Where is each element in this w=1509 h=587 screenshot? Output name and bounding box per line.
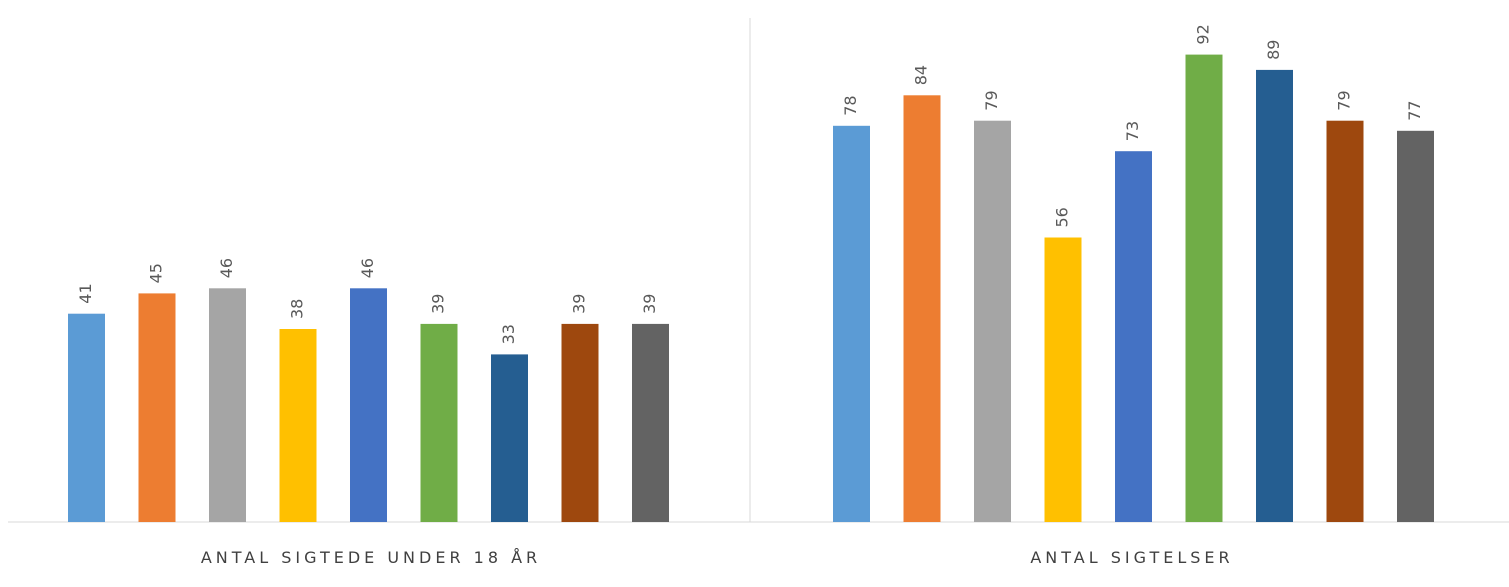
bar-g2-8 (1326, 120, 1364, 522)
bar-g1-8 (561, 323, 599, 522)
bar-g2-5 (1115, 151, 1152, 522)
value-label-g1-3: 46 (217, 258, 236, 278)
value-label-g2-6: 92 (1194, 24, 1213, 44)
bar-g1-7 (491, 354, 528, 522)
bar-g2-2 (903, 95, 941, 523)
value-label-g1-8: 39 (570, 294, 589, 314)
category-label-2: ANTAL SIGTELSER (1030, 548, 1233, 567)
category-labels-layer: ANTAL SIGTEDE UNDER 18 ÅR ANTAL SIGTELSER (201, 548, 1233, 567)
bar-g1-4 (279, 329, 317, 522)
value-label-g2-5: 73 (1123, 121, 1142, 141)
bar-g1-9 (632, 323, 669, 522)
bars-layer (68, 54, 1434, 523)
bar-g1-5 (350, 288, 387, 522)
value-label-g1-9: 39 (640, 294, 659, 314)
value-label-g2-7: 89 (1264, 40, 1283, 60)
value-label-g1-5: 46 (358, 258, 377, 278)
bar-g1-1 (68, 313, 105, 522)
bar-g2-6 (1185, 54, 1223, 522)
value-label-g2-4: 56 (1053, 207, 1072, 227)
value-labels-layer: 41 45 46 38 46 39 33 39 39 78 84 79 56 73 92 89 79 77 (76, 24, 1424, 344)
bar-g1-6 (420, 323, 458, 522)
value-label-g2-3: 79 (982, 90, 1001, 110)
value-label-g2-2: 84 (912, 65, 931, 85)
value-label-g2-9: 77 (1405, 100, 1424, 120)
value-label-g1-4: 38 (288, 299, 307, 319)
bar-g2-7 (1256, 69, 1293, 523)
bar-g1-2 (138, 293, 176, 522)
bar-g2-3 (974, 120, 1011, 522)
value-label-g1-1: 41 (76, 283, 95, 303)
bar-g2-4 (1044, 237, 1082, 522)
bar-g1-3 (209, 288, 246, 522)
value-label-g1-7: 33 (499, 324, 518, 344)
value-label-g2-1: 78 (841, 95, 860, 115)
value-label-g1-6: 39 (429, 294, 448, 314)
value-label-g2-8: 79 (1335, 90, 1354, 110)
bar-g2-9 (1397, 130, 1434, 523)
bar-g2-1 (833, 125, 870, 523)
category-label-1: ANTAL SIGTEDE UNDER 18 ÅR (201, 548, 541, 567)
value-label-g1-2: 45 (147, 263, 166, 283)
